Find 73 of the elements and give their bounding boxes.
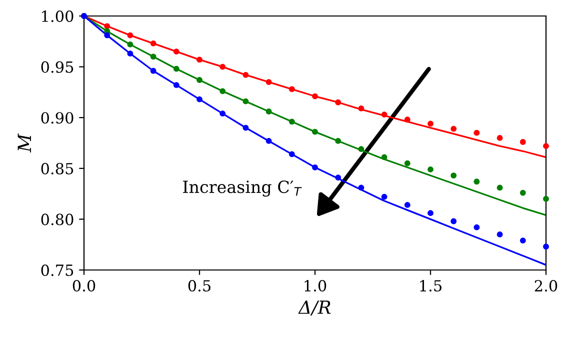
point <box>173 48 180 55</box>
point <box>196 56 202 63</box>
point <box>520 139 526 145</box>
point <box>520 190 526 196</box>
point <box>358 146 364 152</box>
point <box>496 134 503 141</box>
point <box>312 93 318 100</box>
point <box>335 99 342 106</box>
point <box>220 64 226 70</box>
point <box>450 126 457 132</box>
point <box>543 196 549 202</box>
point <box>127 50 134 57</box>
x-tick-label: 1.0 <box>304 280 326 292</box>
point <box>242 72 249 78</box>
point <box>474 178 480 185</box>
point <box>104 23 110 30</box>
point <box>242 98 249 104</box>
x-axis-title: Δ/R <box>298 300 331 316</box>
point <box>404 116 410 123</box>
point <box>474 130 480 136</box>
point <box>173 66 180 72</box>
point <box>381 154 388 160</box>
point <box>220 110 226 116</box>
point <box>266 79 272 85</box>
point <box>496 231 503 238</box>
point <box>450 172 457 178</box>
y-tick-label: 0.90 <box>41 112 74 124</box>
point <box>312 164 318 170</box>
x-tick-label: 0.5 <box>188 280 210 292</box>
point <box>474 224 480 230</box>
x-tick-label: 0.0 <box>72 280 96 292</box>
y-tick-label: 0.95 <box>41 61 74 73</box>
point <box>288 86 295 92</box>
point <box>288 151 295 158</box>
point <box>288 118 295 125</box>
point <box>127 42 134 48</box>
point <box>496 184 503 191</box>
x-tick-label: 2.0 <box>534 280 558 292</box>
point <box>150 54 156 60</box>
point <box>104 32 110 38</box>
point <box>196 96 202 102</box>
point <box>428 166 434 172</box>
y-tick-label: 0.80 <box>41 214 74 226</box>
point <box>173 82 180 88</box>
point <box>196 77 202 83</box>
point <box>543 244 549 250</box>
point <box>381 194 388 200</box>
point <box>150 68 156 74</box>
point <box>450 218 457 224</box>
point <box>358 184 364 191</box>
point <box>150 40 156 46</box>
y-axis-title: M <box>18 133 31 153</box>
point <box>127 32 134 38</box>
point <box>266 138 272 144</box>
point <box>335 138 342 144</box>
point <box>404 202 410 208</box>
point <box>220 88 226 94</box>
point <box>335 174 342 180</box>
annotation: Increasing C′$_{T}$ <box>183 180 302 197</box>
point <box>404 160 410 166</box>
y-tick-label: 1.00 <box>42 10 74 22</box>
point <box>543 143 549 149</box>
point <box>312 128 318 135</box>
point <box>520 238 526 244</box>
y-tick-label: 0.85 <box>41 162 74 174</box>
point <box>242 124 249 131</box>
point <box>428 210 434 216</box>
y-tick-label: 0.75 <box>41 264 74 276</box>
point <box>266 108 272 114</box>
point <box>381 112 388 118</box>
point <box>358 106 364 112</box>
point <box>428 120 434 127</box>
x-tick-label: 1.5 <box>420 280 442 292</box>
